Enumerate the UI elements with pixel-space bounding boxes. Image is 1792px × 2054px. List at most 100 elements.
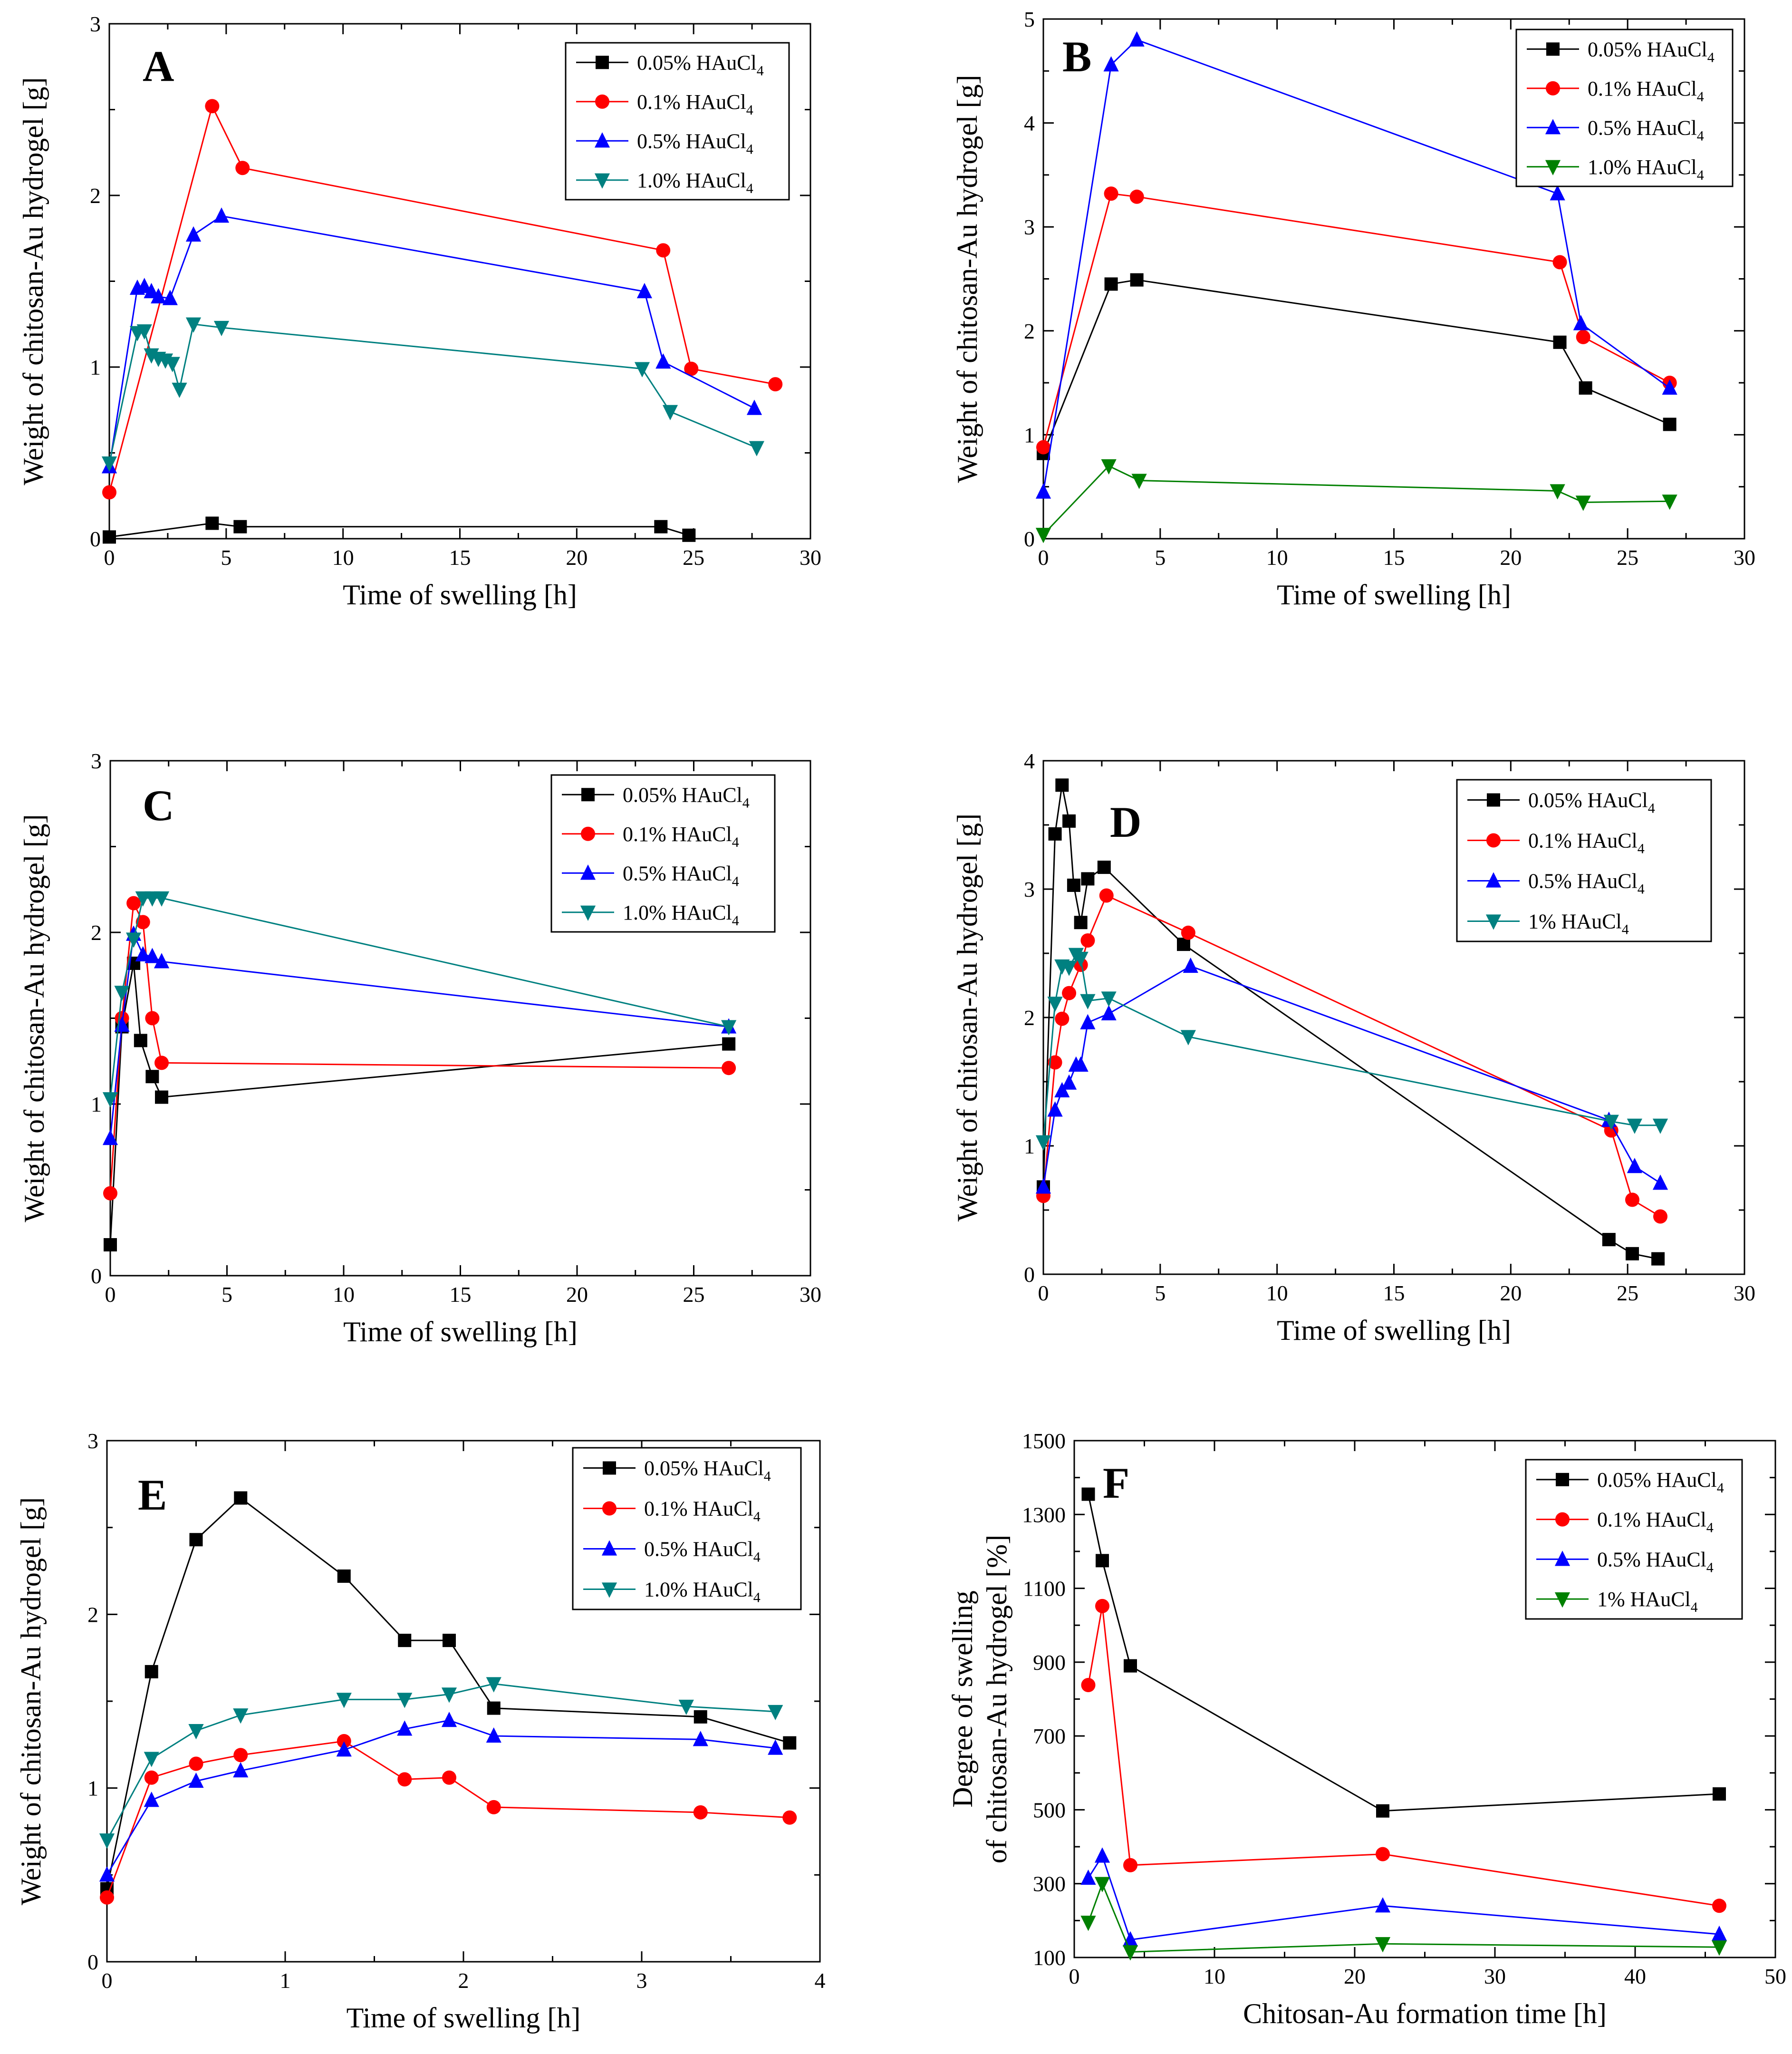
x-axis-title: Time of swelling [h] [343, 1316, 578, 1347]
legend-marker [580, 905, 596, 921]
data-point [1627, 1118, 1643, 1134]
data-point [487, 1701, 501, 1715]
legend-marker [601, 1540, 617, 1556]
data-point [99, 1866, 115, 1882]
series-3 [1035, 459, 1677, 543]
legend-subscript: 4 [1622, 922, 1629, 938]
data-point [397, 1720, 413, 1736]
chart-panel-e: 0 1 2 3 4 0 1 2 3 Time of swelling [h] Weight of c… [15, 1429, 826, 2034]
data-point [1061, 1074, 1077, 1090]
data-point [398, 1634, 412, 1647]
data-point [1035, 1178, 1051, 1194]
y-axis-title: Weight of chitosan-Au hydrogel [g] [15, 1497, 47, 1905]
x-tick-label: 4 [815, 1968, 826, 1993]
series-0 [104, 956, 736, 1252]
data-point [721, 1020, 737, 1036]
data-point [102, 1092, 118, 1108]
data-point [1579, 381, 1592, 395]
y-tick-label: 2 [1024, 319, 1035, 343]
data-point [1097, 861, 1111, 874]
series-0 [1037, 778, 1665, 1266]
x-tick-label: 5 [1155, 1281, 1166, 1305]
series-line [109, 931, 729, 1139]
data-point [185, 317, 202, 333]
legend-subscript: 4 [764, 1469, 771, 1484]
data-point [1073, 1056, 1089, 1072]
legend-marker [595, 94, 609, 109]
y-axis-title: Weight of chitosan-Au hydrogel [g] [19, 814, 50, 1222]
legend-marker [596, 56, 609, 69]
data-point [486, 1677, 501, 1693]
data-point [397, 1772, 412, 1787]
series-line [1042, 39, 1670, 492]
data-point [1131, 474, 1147, 489]
data-point [189, 1533, 203, 1547]
data-point [1181, 925, 1195, 940]
series-2 [1035, 31, 1677, 499]
data-point [172, 382, 187, 398]
y-tick-label: 1100 [1023, 1577, 1066, 1601]
y-tick-label: 700 [1033, 1724, 1066, 1748]
series-line [1042, 279, 1670, 454]
legend-marker [1487, 793, 1500, 807]
data-point [746, 399, 762, 415]
data-point [1123, 1858, 1137, 1872]
legend-marker [1485, 914, 1502, 930]
data-point [1081, 1677, 1096, 1692]
series-line [1088, 1881, 1720, 1953]
legend-entry: 0.5% HAuCl4 [644, 1538, 761, 1565]
legend-marker [594, 173, 610, 189]
series-3 [1080, 1877, 1727, 1961]
data-point [235, 161, 250, 175]
data-point [100, 1890, 114, 1905]
x-tick-label: 25 [1617, 1281, 1638, 1305]
legend-entry: 1.0% HAuCl4 [623, 901, 739, 929]
data-point [104, 1238, 117, 1252]
series-line [109, 522, 689, 538]
series-2 [99, 1712, 783, 1882]
data-point [336, 1693, 352, 1708]
legend-subscript: 4 [746, 181, 753, 196]
series-line [1042, 193, 1670, 448]
y-tick-label: 4 [1024, 749, 1035, 773]
x-tick-label: 15 [1383, 1281, 1405, 1305]
legend-subscript: 4 [757, 63, 764, 78]
legend-marker [1546, 42, 1560, 56]
data-point [1122, 1945, 1138, 1961]
legend-marker [1545, 160, 1561, 175]
x-tick-label: 2 [458, 1968, 469, 1993]
y-tick-label: 0 [87, 1950, 98, 1974]
x-axis-title: Time of swelling [h] [347, 2002, 581, 2034]
legend-marker [581, 788, 595, 802]
data-point [337, 1569, 351, 1583]
legend-entry: 1.0% HAuCl4 [637, 169, 753, 196]
data-point [1104, 186, 1118, 201]
data-point [1376, 1847, 1390, 1861]
y-tick-label: 500 [1033, 1798, 1066, 1822]
legend-subscript: 4 [1697, 167, 1704, 183]
data-point [145, 948, 160, 963]
data-point [213, 320, 230, 337]
data-point [101, 456, 117, 472]
x-tick-label: 5 [222, 1282, 232, 1307]
data-point [1180, 1030, 1196, 1046]
data-point [678, 1699, 694, 1715]
y-tick-label: 0 [1024, 527, 1035, 551]
x-tick-label: 0 [1038, 545, 1049, 570]
x-tick-label: 0 [1038, 1281, 1049, 1305]
x-tick-label: 30 [1734, 1281, 1755, 1305]
series-1 [1081, 1599, 1726, 1913]
data-point [1073, 951, 1089, 967]
y-tick-label: 3 [87, 1429, 98, 1453]
legend-entry: 0.1% HAuCl4 [1597, 1508, 1714, 1536]
y-tick-label: 2 [90, 184, 101, 208]
data-point [1094, 1847, 1110, 1863]
series-line [1042, 894, 1661, 1217]
legend-subscript: 4 [1717, 1480, 1724, 1496]
y-tick-label: 1 [1024, 1134, 1035, 1158]
data-point [99, 1833, 115, 1849]
y-tick-label: 2 [1024, 1006, 1035, 1030]
x-tick-label: 15 [1383, 545, 1405, 570]
panel-label: B [1062, 32, 1091, 81]
data-point [1550, 185, 1565, 201]
